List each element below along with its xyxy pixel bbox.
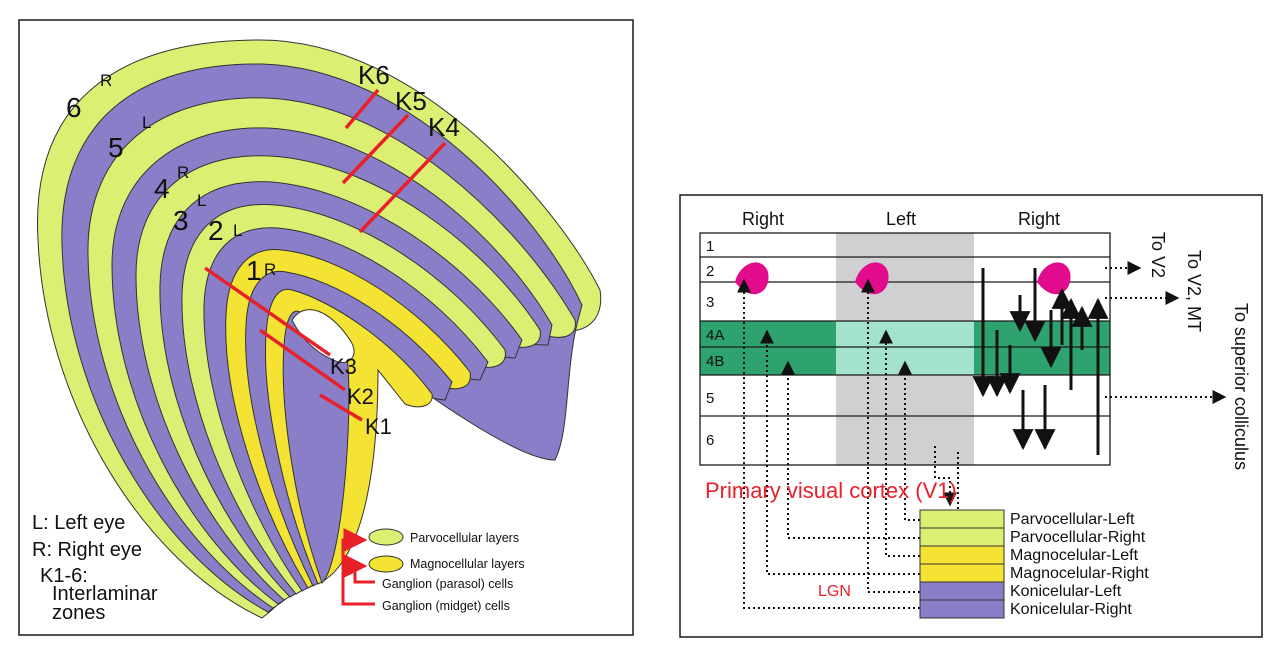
k3-label: K3: [330, 354, 357, 379]
magno-left-path: [879, 329, 920, 557]
konio-left-path: [861, 278, 920, 593]
k3-marker: [204, 266, 331, 357]
layer-4-eye: R: [177, 163, 189, 182]
layer-6-eye: R: [100, 71, 112, 90]
layer-3-number: 3: [173, 205, 189, 236]
to-v2-label: To V2: [1148, 232, 1168, 278]
interlaminar-markers: [204, 88, 447, 422]
to-superior-colliculus-label: To superior colliculus: [1231, 303, 1251, 470]
hilum: [291, 309, 355, 364]
lgn-stack: [919, 509, 1005, 619]
legend-parvo-swatch: [368, 528, 404, 546]
column-left: Left: [886, 209, 916, 229]
parvo-right-path: [781, 360, 920, 539]
midget-arrow: [341, 528, 375, 606]
lgn-stack-label: LGN: [818, 583, 851, 600]
k4-label: K4: [428, 112, 460, 142]
k6-marker: [344, 88, 380, 130]
cortex-layer-6: 6: [706, 432, 714, 449]
cortex-layer-4a: 4A: [706, 327, 724, 344]
column-right-1: Right: [742, 209, 784, 229]
k1-marker: [319, 393, 363, 422]
key-k-range: K1-6:: [40, 565, 88, 587]
layer-2-eye: L: [233, 221, 242, 240]
layer-4-number: 4: [154, 173, 170, 204]
key-interlaminar: Interlaminar: [52, 583, 158, 605]
k2-label: K2: [347, 384, 374, 409]
key-right-eye: R: Right eye: [32, 539, 142, 561]
lgn-layers: [37, 39, 602, 619]
key-zones: zones: [52, 602, 105, 624]
layer-5-number: 5: [108, 132, 124, 163]
k4-marker: [358, 141, 447, 234]
cortex-layer-2: 2: [706, 263, 714, 280]
k5-marker: [341, 113, 410, 185]
intracortical-arrows: [972, 268, 1109, 455]
layer-5-eye: L: [142, 113, 151, 132]
k5-label: K5: [395, 86, 427, 116]
v1-panel: Right Left Right 1 2 3 4A 4B 5 6: [679, 194, 1263, 638]
layer-3-eye: L: [197, 191, 206, 210]
lgn-stack-konio-right: Konicelular-Right: [1010, 601, 1132, 618]
v1-title: Primary visual cortex (V1): [705, 478, 957, 503]
key-left-eye: L: Left eye: [32, 512, 125, 534]
lgn-stack-parvo-right: Parvocellular-Right: [1010, 529, 1146, 546]
layer-1-eye: R: [264, 260, 276, 279]
layer-6-number: 6: [66, 92, 82, 123]
k6-label: K6: [358, 60, 390, 90]
to-v2-mt-label: To V2, MT: [1184, 250, 1204, 332]
lgn-legend: Parvocellular layers Magnocellular layer…: [341, 528, 525, 613]
lgn-panel: 6 5 4 3 2 1 R L R L L R K6 K5 K4 K3 K2 K…: [18, 19, 634, 636]
lgn-stack-parvo-left: Parvocellular-Left: [1010, 511, 1135, 528]
lgn-stack-magno-right: Magnocelular-Right: [1010, 565, 1149, 582]
parasol-arrow: [343, 554, 375, 584]
k1-label: K1: [365, 414, 392, 439]
legend-parvo-label: Parvocellular layers: [410, 531, 519, 545]
left-eye-layer-4: [836, 321, 974, 375]
legend-magno-swatch: [368, 555, 404, 573]
lgn-stack-konio-left: Konicelular-Left: [1010, 583, 1122, 600]
parvo-left-path: [898, 360, 920, 521]
konio-right-path: [737, 278, 920, 609]
legend-midget-label: Ganglion (midget) cells: [382, 599, 510, 613]
layer-1-number: 1: [246, 255, 262, 286]
legend-parasol-label: Ganglion (parasol) cells: [382, 577, 513, 591]
lgn-projections: [737, 261, 1227, 609]
magno-right-path: [760, 329, 920, 575]
k2-marker: [258, 328, 347, 392]
blob-right-2: [1037, 262, 1071, 295]
cortex-layer-3: 3: [706, 294, 714, 311]
legend-magno-label: Magnocellular layers: [410, 557, 525, 571]
cortex-layer-4b: 4B: [706, 353, 724, 370]
layer-2-number: 2: [208, 215, 224, 246]
lgn-stack-magno-left: Magnocelular-Left: [1010, 547, 1139, 564]
cortex-layer-5: 5: [706, 390, 714, 407]
cortex-layer-1: 1: [706, 238, 714, 255]
column-right-2: Right: [1018, 209, 1060, 229]
layer6-feedback-1: [934, 446, 957, 507]
